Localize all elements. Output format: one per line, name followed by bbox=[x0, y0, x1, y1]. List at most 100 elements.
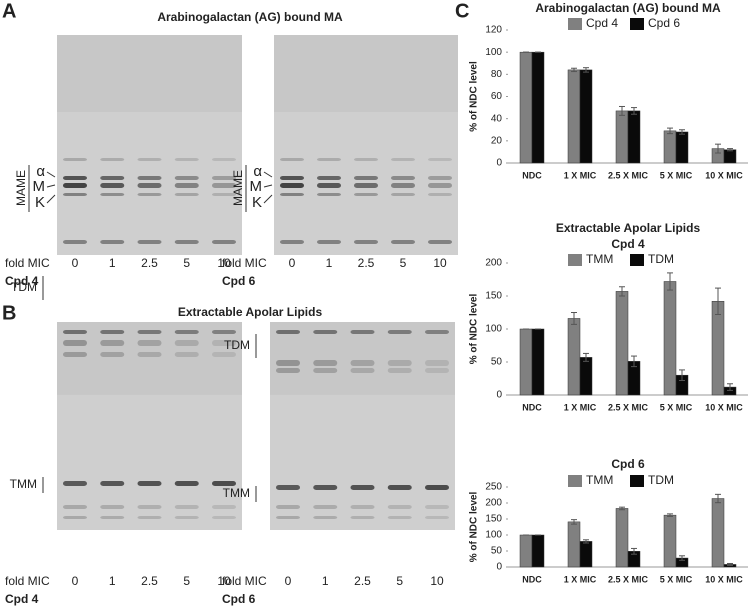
gel-band bbox=[276, 516, 300, 519]
gel-band bbox=[212, 176, 236, 180]
gel-band bbox=[391, 240, 415, 244]
error-bar bbox=[667, 272, 673, 291]
gel-band bbox=[391, 193, 415, 196]
x-tick-label: 5 X MIC bbox=[660, 574, 693, 584]
gel-band bbox=[100, 352, 125, 357]
lane-label: 10 bbox=[217, 574, 231, 588]
x-tick-label: 10 X MIC bbox=[705, 574, 743, 584]
bar bbox=[531, 534, 545, 568]
lane-label: 2.5 bbox=[358, 256, 375, 270]
gel-band bbox=[354, 183, 378, 188]
x-tick-label: NDC bbox=[522, 574, 542, 584]
gel-band bbox=[212, 481, 236, 486]
bar bbox=[519, 328, 533, 396]
lane-label: 1 bbox=[326, 256, 333, 270]
band-label: M bbox=[33, 178, 46, 195]
error-bar bbox=[631, 547, 637, 555]
lane-label: 2.5 bbox=[141, 256, 158, 270]
x-tick-label: 1 X MIC bbox=[564, 402, 597, 412]
bar bbox=[519, 534, 533, 568]
fold-label: fold MIC bbox=[5, 574, 50, 588]
gel-band bbox=[280, 240, 304, 244]
gel-band bbox=[137, 176, 162, 180]
x-tick-label: NDC bbox=[522, 402, 542, 412]
gel-band bbox=[100, 340, 125, 346]
gel-band bbox=[100, 176, 125, 180]
x-tick-label: NDC bbox=[522, 170, 542, 180]
gel-band bbox=[100, 158, 125, 161]
gel-band bbox=[428, 158, 452, 161]
bar bbox=[567, 318, 581, 396]
error-bar bbox=[679, 555, 685, 561]
bar bbox=[663, 281, 677, 396]
gel-band bbox=[280, 183, 304, 188]
error-bar bbox=[631, 355, 637, 368]
y-tick-label: 100 bbox=[485, 47, 502, 58]
legend-label: TDM bbox=[648, 252, 674, 266]
bar bbox=[711, 301, 725, 396]
compound-label: Cpd 4 bbox=[5, 592, 39, 606]
gel-band bbox=[63, 340, 87, 346]
y-tick-label: 200 bbox=[485, 258, 502, 269]
gel-band bbox=[212, 240, 236, 244]
gel-band bbox=[391, 158, 415, 161]
x-tick-label: 2.5 X MIC bbox=[608, 170, 649, 180]
gel-band bbox=[428, 183, 452, 188]
gel-band bbox=[174, 158, 199, 161]
bar bbox=[675, 131, 689, 164]
y-tick-label: 20 bbox=[491, 135, 503, 146]
gel-band bbox=[313, 368, 338, 373]
error-bar bbox=[583, 539, 589, 544]
gel-band bbox=[100, 505, 125, 509]
y-axis-label: % of NDC level bbox=[469, 491, 480, 562]
lane-label: 0 bbox=[289, 256, 296, 270]
legend-label: TMM bbox=[586, 252, 613, 266]
gel-band bbox=[137, 481, 162, 486]
band-label: α bbox=[253, 163, 262, 180]
gel-band bbox=[280, 158, 304, 161]
y-axis-label: % of NDC level bbox=[469, 61, 480, 132]
gel-shade bbox=[57, 35, 242, 112]
chart-title: Extractable Apolar Lipids bbox=[556, 221, 701, 235]
gel-band bbox=[276, 485, 300, 490]
band-label: K bbox=[35, 194, 45, 211]
legend-label: Cpd 6 bbox=[648, 16, 680, 30]
panel-title: Arabinogalactan (AG) bound MA bbox=[157, 10, 343, 24]
y-axis-label: % of NDC level bbox=[469, 293, 480, 364]
band-label: M bbox=[250, 178, 263, 195]
bar bbox=[567, 521, 581, 568]
gel-band bbox=[63, 516, 87, 519]
gel-band bbox=[387, 485, 412, 490]
panel-title: Extractable Apolar Lipids bbox=[178, 305, 323, 319]
gel-band bbox=[317, 176, 341, 180]
gel-band bbox=[174, 193, 199, 196]
chart-title: Cpd 6 bbox=[611, 457, 645, 471]
gel-band bbox=[428, 240, 452, 244]
x-tick-label: 1 X MIC bbox=[564, 574, 597, 584]
bar bbox=[567, 69, 581, 164]
error-bar bbox=[727, 148, 733, 152]
compound-label: Cpd 6 bbox=[222, 592, 256, 606]
error-bar bbox=[619, 506, 625, 511]
gel-band bbox=[212, 516, 236, 519]
fold-label: fold MIC bbox=[222, 574, 267, 588]
gel-band bbox=[425, 516, 449, 519]
gel-band bbox=[137, 193, 162, 196]
gel-band bbox=[63, 176, 87, 180]
x-tick-label: 1 X MIC bbox=[564, 170, 597, 180]
lane-label: 2.5 bbox=[354, 574, 371, 588]
error-bar bbox=[715, 493, 721, 504]
error-bar bbox=[571, 519, 577, 525]
gel-band bbox=[63, 481, 87, 486]
error-bar bbox=[571, 67, 577, 73]
legend-swatch bbox=[630, 18, 644, 30]
error-bar bbox=[619, 286, 625, 297]
gel-band bbox=[212, 193, 236, 196]
gel-band bbox=[276, 505, 300, 509]
gel-band bbox=[317, 240, 341, 244]
gel-band bbox=[428, 176, 452, 180]
y-tick-label: 250 bbox=[485, 482, 502, 493]
lane-label: 5 bbox=[396, 574, 403, 588]
y-tick-label: 100 bbox=[485, 530, 502, 541]
